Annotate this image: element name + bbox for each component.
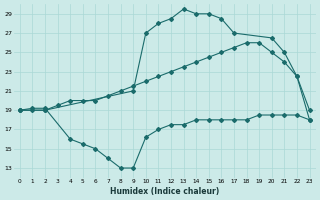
X-axis label: Humidex (Indice chaleur): Humidex (Indice chaleur): [110, 187, 219, 196]
